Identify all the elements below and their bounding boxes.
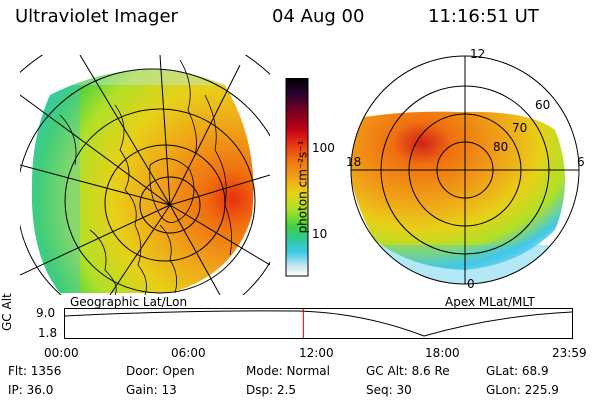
xtick-0000: 00:00 [44, 346, 79, 360]
mlt-label-6: 6 [577, 155, 585, 169]
mlat-label-70: 70 [512, 121, 528, 135]
info-dsp: Dsp: 2.5 [246, 383, 297, 397]
polar-image [350, 55, 580, 285]
info-gc-alt: GC Alt: 8.6 Re [366, 364, 450, 378]
mlat-label-60: 60 [535, 98, 551, 112]
colorbar [285, 78, 309, 277]
xtick-1800: 18:00 [425, 346, 460, 360]
altitude-ylabel: GC Alt [0, 293, 14, 331]
info-mode: Mode: Normal [246, 364, 330, 378]
info-gain: Gain: 13 [126, 383, 177, 397]
left-panel-label: Geographic Lat/Lon [70, 295, 188, 309]
xtick-2359: 23:59 [552, 346, 587, 360]
info-glat: GLat: 68.9 [486, 364, 549, 378]
mlt-label-0: 0 [467, 277, 475, 291]
altitude-ytick-9: 9.0 [36, 306, 56, 320]
altitude-ytick-1.8: 1.8 [38, 326, 58, 340]
info-door: Door: Open [126, 364, 195, 378]
info-ip: IP: 36.0 [8, 383, 54, 397]
colorbar-tick-10: 10 [312, 227, 328, 241]
date-label: 04 Aug 00 [272, 6, 365, 27]
mlt-label-18: 18 [346, 155, 362, 169]
mlt-label-12: 12 [470, 47, 486, 61]
altitude-strip [64, 308, 573, 339]
colorbar-axis-title: photon cm⁻²s⁻¹ [295, 140, 310, 234]
instrument-title: Ultraviolet Imager [15, 6, 178, 27]
xtick-1200: 12:00 [299, 346, 334, 360]
time-label: 11:16:51 UT [428, 6, 539, 27]
colorbar-tick-100: 100 [312, 141, 335, 155]
mlat-label-80: 80 [493, 140, 509, 154]
geographic-image [20, 55, 270, 295]
info-glon: GLon: 225.9 [486, 383, 559, 397]
right-panel-label: Apex MLat/MLT [445, 295, 535, 309]
xtick-0600: 06:00 [171, 346, 206, 360]
info-seq: Seq: 30 [366, 383, 412, 397]
info-flt: Flt: 1356 [8, 364, 62, 378]
